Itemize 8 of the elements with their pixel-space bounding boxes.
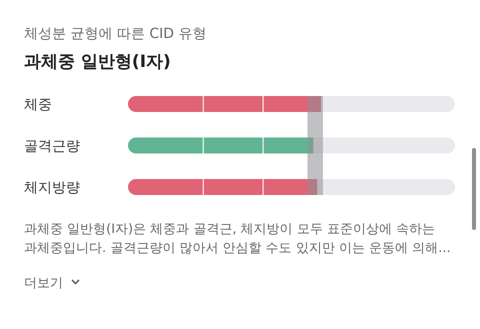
chart-title: 과체중 일반형(I자): [24, 52, 171, 72]
text: 과체중 일반형(I자)은 체중과 골격근, 체지방이 모두 표준이상에 속하는: [24, 222, 436, 237]
y-tick-label: 체지방량: [24, 180, 80, 196]
text: 과체중입니다. 골격근량이 많아서 안심할 수도 있지만 이는 운동에 의해...: [24, 241, 451, 256]
chart-subtitle: 체성분 균형에 따른 CID 유형: [24, 26, 206, 42]
text: 더보기: [24, 276, 63, 291]
y-tick-label: 골격근량: [24, 138, 80, 154]
y-tick-label: 체중: [24, 97, 52, 113]
